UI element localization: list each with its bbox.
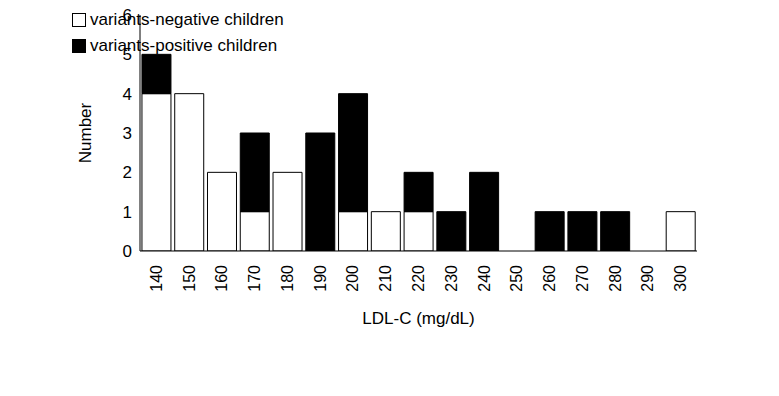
svg-text:4: 4: [123, 85, 132, 104]
svg-text:240: 240: [476, 265, 493, 292]
svg-text:180: 180: [279, 265, 296, 292]
svg-text:3: 3: [123, 124, 132, 143]
svg-text:290: 290: [639, 265, 656, 292]
svg-text:5: 5: [123, 45, 132, 64]
svg-text:200: 200: [344, 265, 361, 292]
svg-text:270: 270: [574, 265, 591, 292]
svg-text:2: 2: [123, 163, 132, 182]
svg-text:0: 0: [123, 242, 132, 261]
svg-text:280: 280: [607, 265, 624, 292]
svg-text:220: 220: [410, 265, 427, 292]
svg-text:1: 1: [123, 203, 132, 222]
svg-text:230: 230: [443, 265, 460, 292]
svg-text:300: 300: [672, 265, 689, 292]
svg-text:210: 210: [377, 265, 394, 292]
svg-text:6: 6: [123, 6, 132, 25]
svg-text:140: 140: [148, 265, 165, 292]
svg-text:LDL-C (mg/dL): LDL-C (mg/dL): [362, 309, 474, 328]
svg-text:150: 150: [181, 265, 198, 292]
svg-text:260: 260: [541, 265, 558, 292]
svg-text:Number: Number: [76, 102, 95, 163]
svg-text:250: 250: [508, 265, 525, 292]
svg-text:190: 190: [312, 265, 329, 292]
svg-text:170: 170: [246, 265, 263, 292]
svg-text:160: 160: [213, 265, 230, 292]
